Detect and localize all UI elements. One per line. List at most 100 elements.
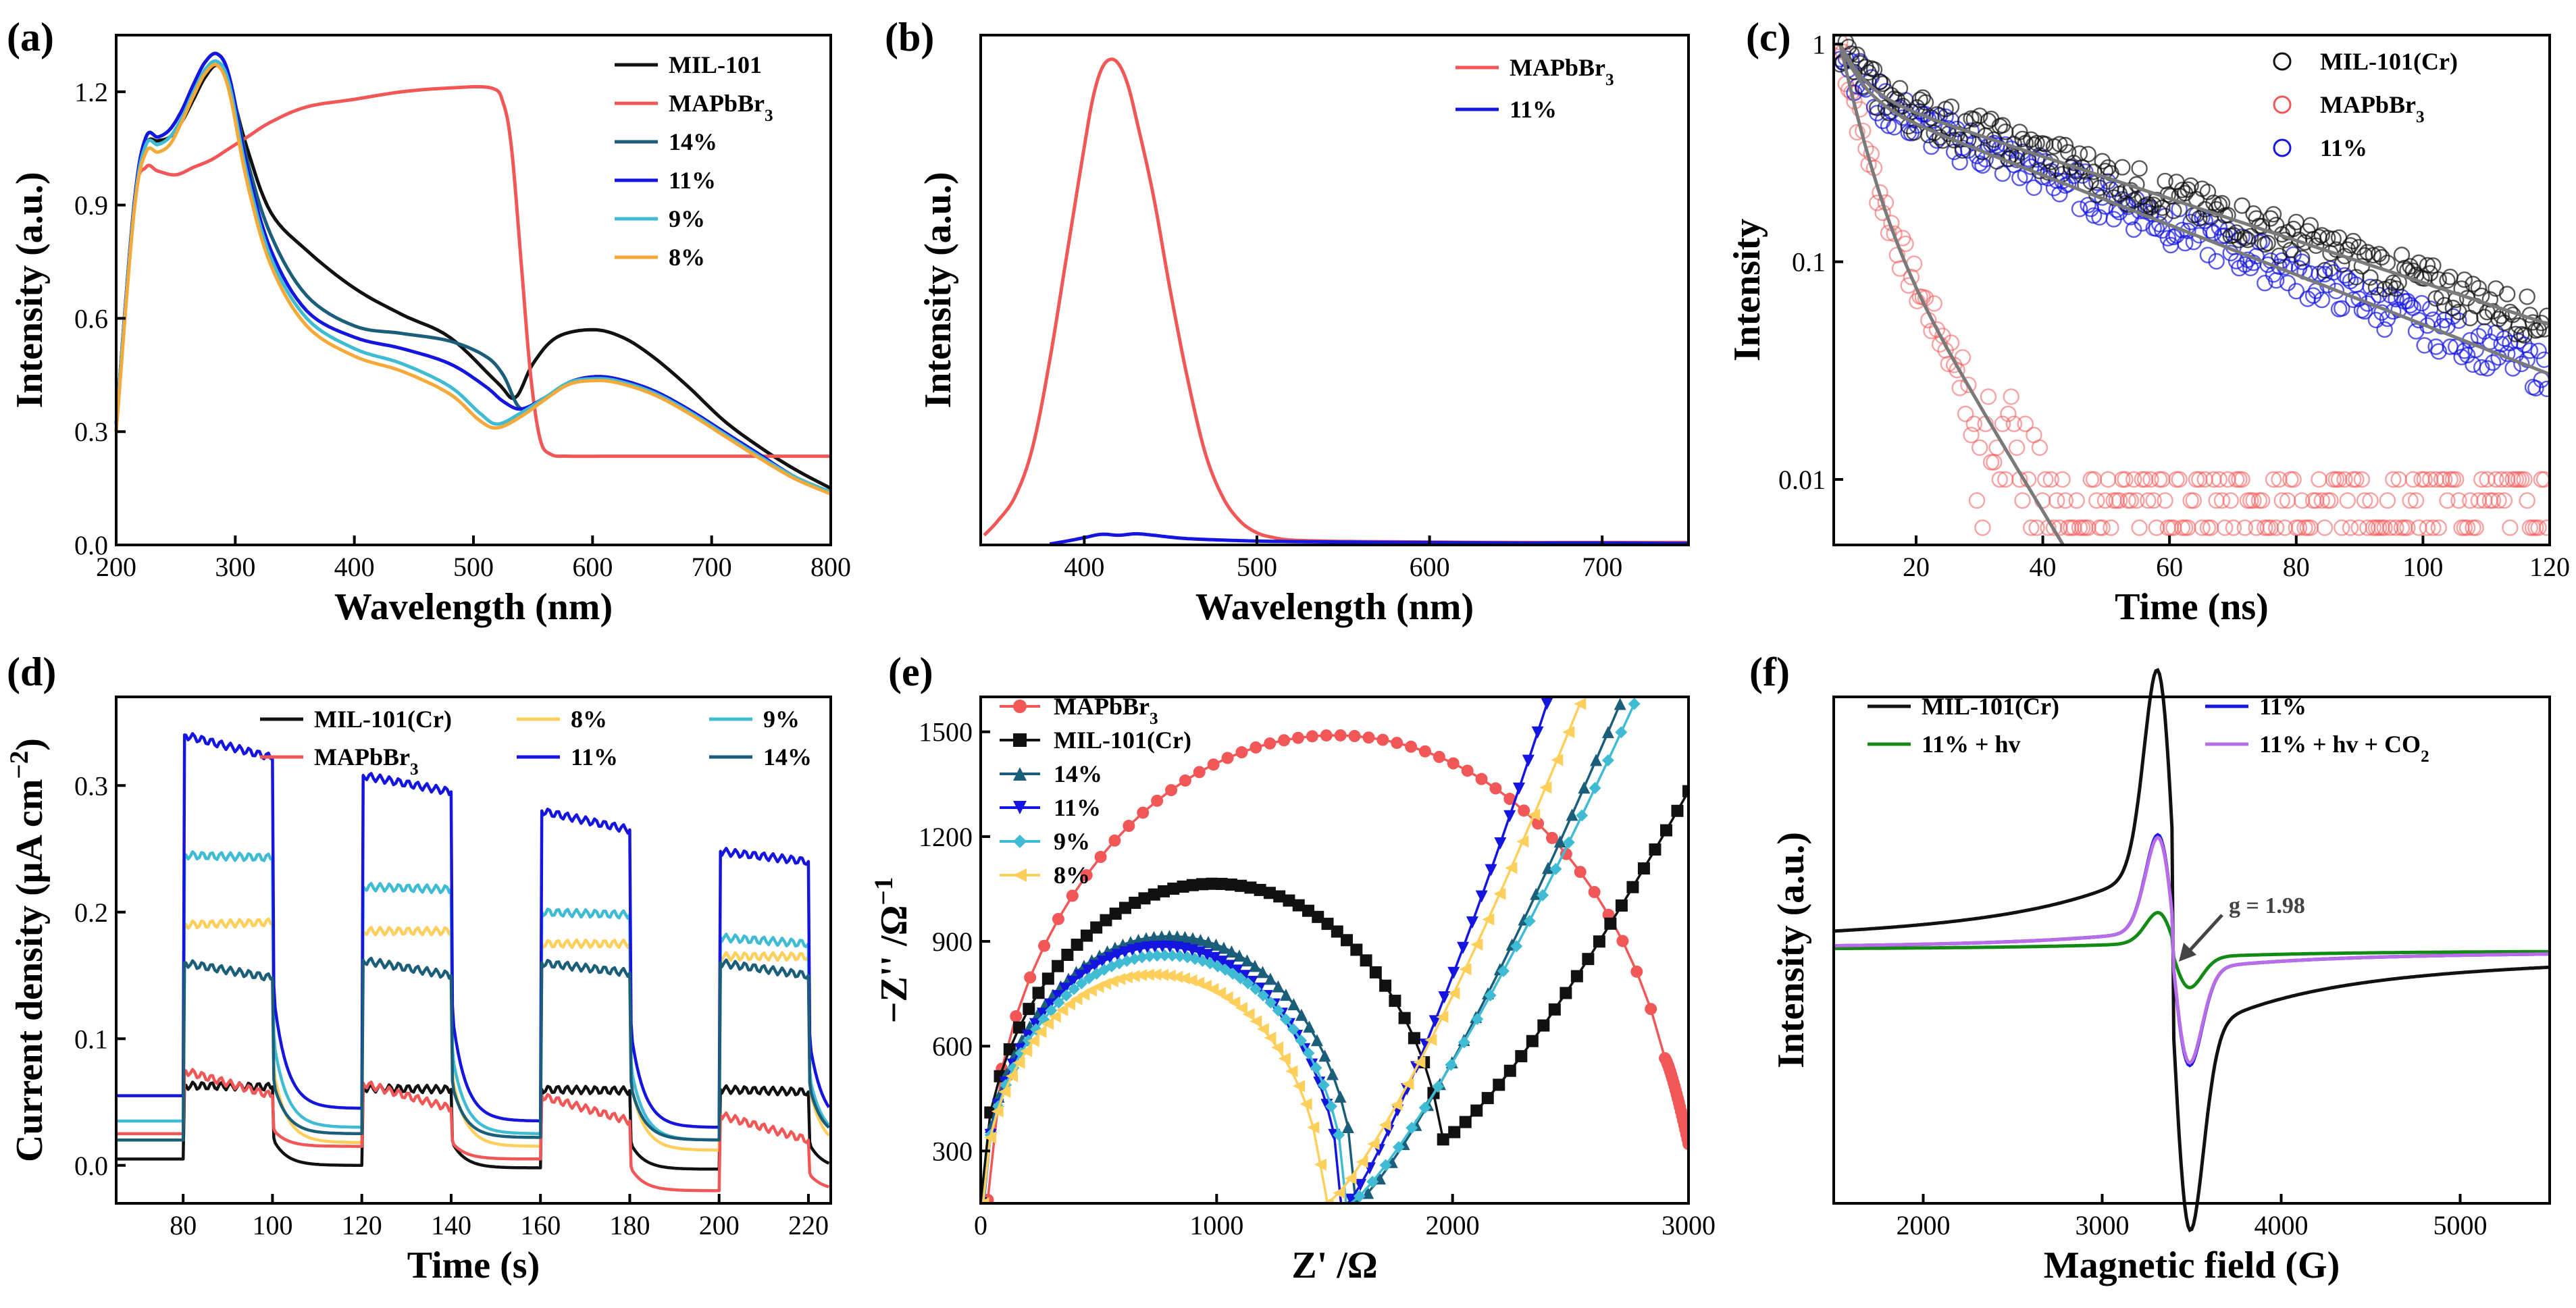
legend-entry: 8% [517,706,607,733]
x-axis-label: Time (s) [407,1245,540,1286]
y-ticks: 0.0 0.1 0.2 0.3 [74,770,126,1181]
data-point [2322,492,2339,509]
marker [1466,916,1478,929]
fit-line [1838,43,2550,327]
marker [1413,1056,1426,1069]
x-ticks: 20 40 60 80 100 120 [1903,535,2570,582]
data-point [1872,73,1888,90]
data-point [2436,471,2453,488]
data-point [2028,134,2045,152]
data-point [2057,492,2074,509]
legend-label: MAPbBr3 [1054,693,1158,728]
marker [1228,996,1241,1009]
data-point [2316,265,2334,283]
marker [1215,877,1228,890]
x-tick-label: 300 [215,552,255,582]
marker [1038,939,1051,952]
data-point [2068,492,2085,509]
marker [1457,941,1470,954]
legend-label: 11% [669,167,716,194]
marker [1604,917,1617,930]
marker [1459,963,1472,976]
data-point [2407,323,2425,340]
y-axis-label: Intensity [1726,219,1768,362]
marker [1013,733,1027,747]
data-point [2257,275,2273,292]
data-point [2370,286,2388,303]
marker [1235,879,1247,892]
marker [1418,745,1431,758]
legend-label: MIL-101 [669,51,762,78]
legend-entry: MAPbBr3 [2273,91,2425,126]
marker [1034,1026,1047,1039]
marker [1235,746,1248,759]
data-point [2265,206,2282,223]
panel-label: (f) [1749,650,1790,694]
marker [1318,1049,1331,1062]
data-point [2080,197,2096,213]
marker [1360,954,1372,967]
data-point [2447,338,2465,355]
marker [1264,996,1277,1009]
data-point [1963,427,1980,444]
marker [1010,1010,1023,1023]
marker [1075,977,1088,990]
marker [1566,808,1578,821]
x-tick-label: 100 [252,1210,292,1240]
data-point [2159,230,2177,246]
marker [1574,698,1587,710]
legend-entry: 14% [615,128,717,155]
data-point [2122,492,2140,509]
marker [1127,970,1140,983]
x-tick-label: 600 [1410,552,1450,582]
legend-label: 11% [2320,134,2367,161]
data-point [2425,257,2442,274]
marker [1366,1175,1379,1188]
legend: MIL-101 MAPbBr3 14% 11% 9% 8% [615,51,773,271]
marker [1532,817,1545,830]
marker [1165,784,1178,797]
marker [1052,960,1064,972]
data-point [2488,471,2504,488]
marker [1032,987,1045,999]
data-point [2176,234,2194,252]
marker [1470,1104,1483,1117]
data-point [2404,471,2422,488]
data-point [2234,197,2250,214]
marker [1493,1078,1505,1091]
marker [1264,972,1277,985]
plot-frame [979,696,1690,1205]
x-tick-label: 60 [2156,552,2183,582]
marker [1392,1141,1405,1153]
x-tick-label: 500 [453,552,494,582]
y-axis-label: Intensity (a.u.) [1770,832,1812,1068]
marker [1059,983,1072,995]
marker [1003,1043,1016,1055]
panel-e: 0 1000 2000 3000 300 600 900 1200 1500 Z' /Ω −Z'' … [869,650,1716,1286]
legend-label: 8% [1054,862,1090,889]
data-point [2393,246,2411,263]
data-point [2091,180,2108,197]
marker [1461,764,1474,777]
series-line [116,917,831,1152]
marker [1283,894,1295,907]
marker [1041,972,1054,985]
data-point [2365,246,2382,264]
legend-entry: 8% [615,244,705,271]
data-point [2379,492,2396,509]
x-tick-label: 5000 [2433,1210,2488,1240]
data-point [2003,388,2019,405]
data-point [2017,415,2034,432]
marker [1475,773,1488,785]
marker [1541,698,1553,710]
marker [1306,730,1318,743]
marker [1104,951,1116,964]
data-point [2353,471,2371,488]
data-point [2114,159,2131,176]
marker [1326,1068,1339,1080]
data-point [2402,492,2419,509]
marker [1578,781,1591,794]
marker [1155,930,1168,943]
marker [1485,864,1497,877]
